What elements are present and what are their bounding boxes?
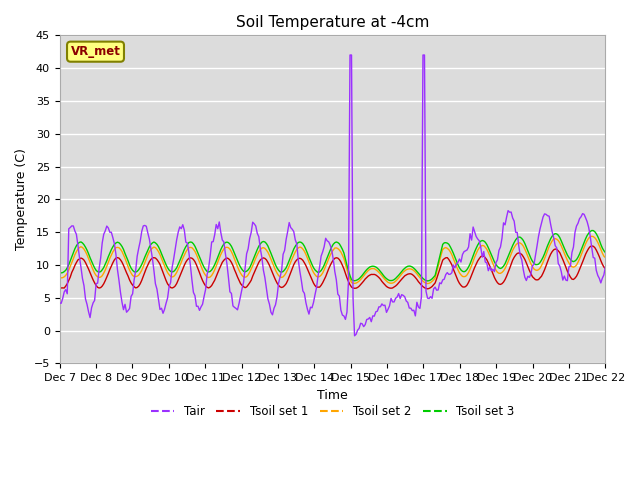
Legend: Tair, Tsoil set 1, Tsoil set 2, Tsoil set 3: Tair, Tsoil set 1, Tsoil set 2, Tsoil se… [146, 401, 519, 423]
Y-axis label: Temperature (C): Temperature (C) [15, 148, 28, 250]
X-axis label: Time: Time [317, 389, 348, 402]
Title: Soil Temperature at -4cm: Soil Temperature at -4cm [236, 15, 429, 30]
Text: VR_met: VR_met [70, 45, 120, 58]
